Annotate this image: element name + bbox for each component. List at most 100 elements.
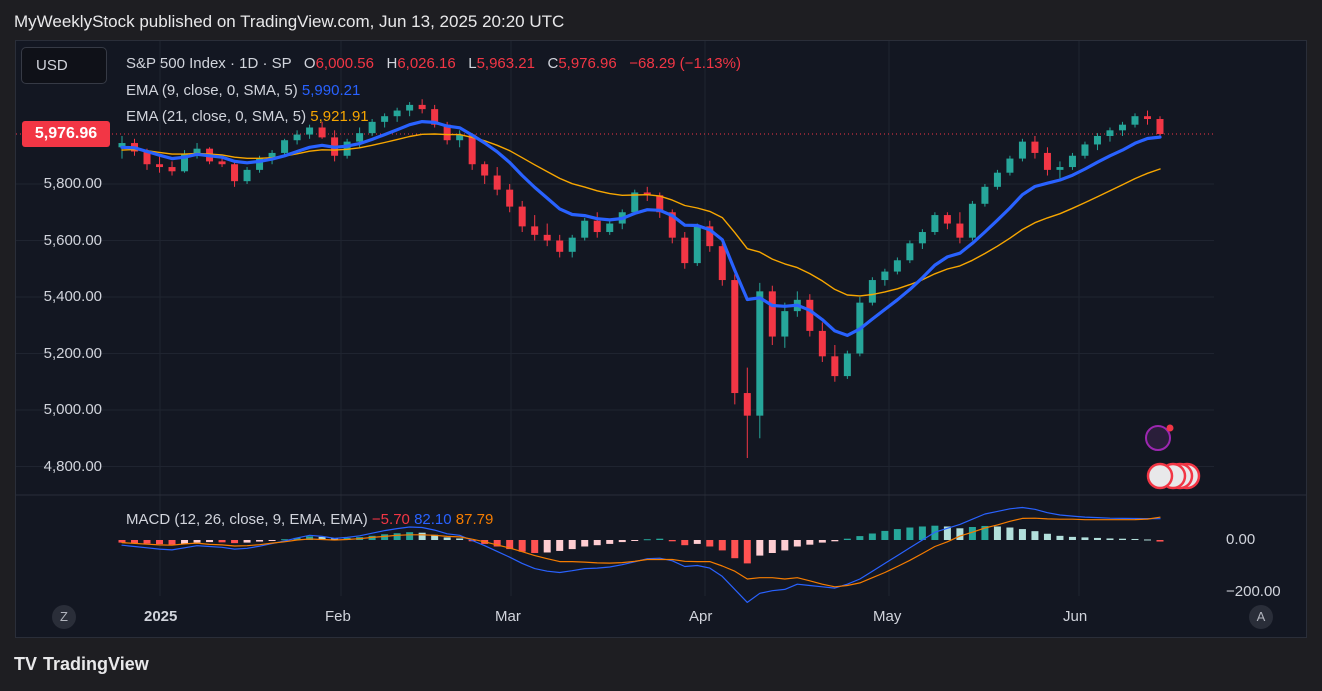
candle-body [743,393,751,416]
macd-histogram-bar [618,540,626,543]
y-tick-label: 5,200.00 [43,344,102,362]
candle-body [356,133,364,142]
candle-body [393,110,401,117]
macd-histogram-bar [243,540,251,543]
macd-histogram-bar [268,540,276,541]
macd-histogram-bar [581,540,589,547]
macd-histogram-bar [1131,538,1139,540]
candle-body [143,151,151,165]
macd-histogram-bar [681,540,689,546]
macd-histogram-bar [331,538,339,540]
candle-body [643,192,651,196]
ema9-line [120,119,1162,337]
y-tick-label: 5,800.00 [43,175,102,192]
candle-body [806,299,814,331]
candle-body [281,140,289,153]
candle-body [981,186,989,204]
currency-button[interactable]: USD [21,47,107,84]
macd-histogram-bar [1143,539,1151,541]
candle-body [1056,167,1064,170]
macd-histogram-bar [556,540,564,551]
macd-histogram-bar [656,538,664,540]
macd-histogram-bar [131,540,139,544]
ema21-label: EMA (21, close, 0, SMA, 5) [126,108,307,125]
macd-histogram-bar [1056,535,1064,540]
auto-scale-button[interactable]: A [1249,605,1273,629]
candle-body [931,215,939,233]
candle-body [218,161,226,165]
candle-body [693,226,701,264]
candle-body [368,121,376,134]
candle-body [381,116,389,122]
candle-body [881,271,889,281]
macd-histogram-bar [668,540,676,542]
candle-body [1093,135,1101,145]
macd-histogram-bar [193,540,201,543]
close-label: C [547,55,559,72]
notification-dot-icon [1166,424,1174,432]
candle-body [306,127,314,135]
macd-histogram-bar [843,538,851,540]
macd-histogram-bar [918,526,926,540]
macd-histogram-bar [893,529,901,540]
candle-body [268,152,276,159]
candle-body [568,237,576,252]
zoom-reset-button[interactable]: Z [52,605,76,629]
macd-histogram-bar [1106,538,1114,540]
candle-body [481,164,489,176]
macd-histogram-bar [456,538,464,540]
candle-body [193,148,201,155]
ema9-legend[interactable]: EMA (9, close, 0, SMA, 5) 5,990.21 [126,82,360,99]
candle-body [256,158,264,170]
ema9-label: EMA (9, close, 0, SMA, 5) [126,82,298,99]
macd-histogram-bar [518,540,526,552]
macd-histogram-bar [606,540,614,544]
tradingview-footer[interactable]: TV TradingView [14,654,149,675]
macd-histogram-bar [856,536,864,540]
candle-body [293,134,301,141]
close-value: 5,976.96 [558,55,617,72]
macd-histogram-bar [593,540,601,546]
y-tick-label: 5,400.00 [43,288,102,305]
open-value: 6,000.56 [315,55,374,72]
macd-histogram-bar [993,526,1001,540]
symbol-label[interactable]: S&P 500 Index · 1D · SP [126,55,292,72]
macd-histogram-bar [406,532,414,540]
candle-body [818,330,826,357]
candle-body [543,234,551,241]
macd-histogram-bar [1006,527,1014,540]
candle-body [468,134,476,165]
macd-histogram-bar [831,540,839,542]
macd-signal-value: 87.79 [455,511,494,528]
macd-histogram-bar [718,540,726,551]
macd-histogram-bar [693,540,701,544]
macd-histogram-bar [506,540,514,550]
candle-body [531,226,539,235]
candle-body [581,220,589,238]
macd-histogram-bar [143,540,151,544]
candle-body [731,280,739,394]
macd-histogram-bar [768,540,776,553]
candle-body [843,353,851,377]
macd-histogram-bar [756,540,764,556]
brand-name: TradingView [43,654,149,674]
ema21-legend[interactable]: EMA (21, close, 0, SMA, 5) 5,921.91 [126,108,369,125]
high-value: 6,026.16 [397,55,456,72]
ema21-line [121,133,1161,297]
macd-histogram-bar [306,536,314,540]
candle-body [656,195,664,213]
macd-signal-line [121,516,1161,588]
chart-frame[interactable] [15,40,1307,638]
macd-hist-value: −5.70 [371,511,410,528]
candle-body [893,260,901,272]
macd-histogram-bar [181,540,189,544]
macd-histogram-bar [906,527,914,540]
ohlc-legend: S&P 500 Index · 1D · SP O6,000.56 H6,026… [126,55,741,72]
macd-histogram-bar [793,540,801,547]
macd-line-value: 82.10 [414,511,452,528]
candle-body [168,167,176,172]
macd-legend[interactable]: MACD (12, 26, close, 9, EMA, EMA) −5.70 … [126,511,493,528]
macd-histogram-bar [818,540,826,543]
candle-body [906,243,914,261]
